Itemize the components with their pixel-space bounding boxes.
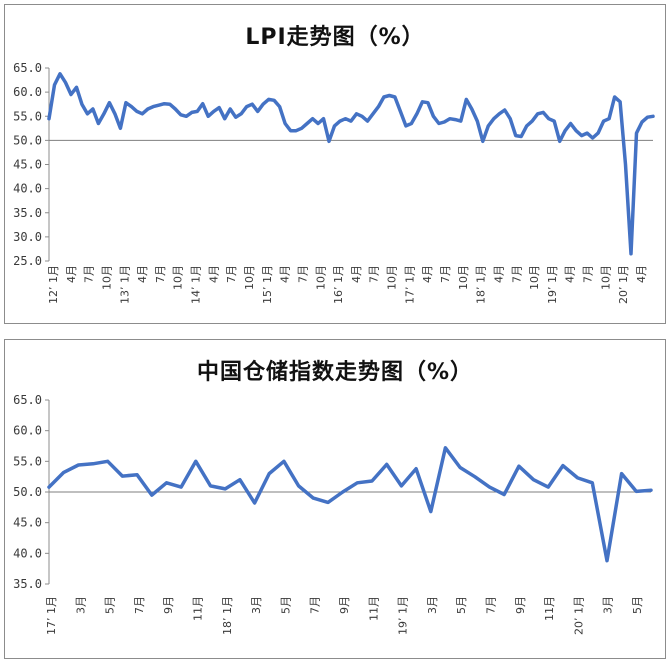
lpi-x-tick-label: 10月 [172, 265, 185, 290]
lpi-x-tick-label: 10月 [599, 265, 612, 290]
warehouse-series-line [47, 446, 653, 563]
lpi-x-tick-label: 7月 [83, 265, 96, 283]
lpi-x-tick-label: 4月 [421, 265, 434, 283]
warehouse-x-tick-label: 3月 [602, 596, 615, 614]
warehouse-index-chart-title: 中国仓储指数走势图（%） [196, 360, 474, 385]
lpi-x-tick-label: 7月 [439, 265, 452, 283]
warehouse-x-tick-label: 5月 [104, 596, 117, 614]
lpi-x-tick-label: 10月 [386, 265, 399, 290]
lpi-chart-panel: LPI走势图（%） 65.0 60.0 55.0 50.0 45.0 40.0 35.0 30… [4, 4, 666, 324]
warehouse-x-tick-label: 9月 [162, 596, 175, 614]
lpi-x-tick-label: 19’ 1月 [546, 265, 559, 304]
lpi-x-tick-label: 14’ 1月 [190, 265, 203, 304]
warehouse-y-tick-label: 40.0 [13, 546, 42, 560]
warehouse-x-tick-label: 9月 [514, 596, 527, 614]
lpi-x-tick-label: 13’ 1月 [118, 265, 131, 304]
lpi-y-tick-label: 65.0 [13, 61, 42, 75]
lpi-series-line [47, 72, 655, 256]
warehouse-y-tick-label: 65.0 [13, 393, 42, 407]
lpi-y-tick-label: 40.0 [13, 182, 42, 196]
lpi-x-tick-label: 4月 [564, 265, 577, 283]
warehouse-x-tick-label: 5月 [455, 596, 468, 614]
lpi-x-tick-label: 7月 [582, 265, 595, 283]
warehouse-x-tick-label: 5月 [279, 596, 292, 614]
lpi-x-tick-label: 4月 [207, 265, 220, 283]
lpi-x-tick-label: 4月 [65, 265, 78, 283]
lpi-chart-svg: 65.0 60.0 55.0 50.0 45.0 40.0 35.0 30.0 25.0 12’ … [13, 61, 655, 304]
lpi-chart-title: LPI走势图（%） [245, 25, 425, 50]
warehouse-x-tick-label: 3月 [74, 596, 87, 614]
lpi-x-tick-label: 15’ 1月 [261, 265, 274, 304]
warehouse-y-tick-label: 35.0 [13, 577, 42, 591]
warehouse-x-tick-label: 11月 [367, 596, 380, 621]
lpi-x-tick-label: 10月 [243, 265, 256, 290]
lpi-x-tick-label: 7月 [225, 265, 238, 283]
warehouse-index-chart-svg: 65.0 60.0 55.0 50.0 45.0 40.0 35.017’ 1月 3月 5月 7月… [13, 393, 653, 635]
lpi-x-tick-label: 16’ 1月 [332, 265, 345, 304]
lpi-y-tick-label: 50.0 [13, 133, 42, 147]
lpi-y-tick-label: 45.0 [13, 158, 42, 172]
warehouse-x-tick-label: 18’ 1月 [221, 596, 234, 635]
lpi-x-tick-label: 10月 [100, 265, 113, 290]
lpi-y-tick-label: 55.0 [13, 109, 42, 123]
warehouse-x-tick-label: 3月 [250, 596, 263, 614]
lpi-x-tick-label: 7月 [154, 265, 167, 283]
lpi-x-tick-label: 4月 [136, 265, 149, 283]
lpi-x-tick-label: 10月 [528, 265, 541, 290]
warehouse-x-tick-label: 7月 [485, 596, 498, 614]
lpi-x-tick-label: 7月 [510, 265, 523, 283]
lpi-x-tick-label: 10月 [457, 265, 470, 290]
warehouse-x-tick-label: 20’ 1月 [572, 596, 585, 635]
warehouse-x-tick-label: 11月 [192, 596, 205, 621]
warehouse-y-tick-label: 55.0 [13, 454, 42, 468]
lpi-x-tick-label: 4月 [492, 265, 505, 283]
warehouse-index-chart-panel: 中国仓储指数走势图（%） 65.0 60.0 55.0 50.0 45.0 40.0 35.… [4, 339, 666, 659]
lpi-y-tick-label: 30.0 [13, 230, 42, 244]
lpi-x-tick-label: 4月 [279, 265, 292, 283]
warehouse-y-tick-label: 45.0 [13, 516, 42, 530]
warehouse-x-tick-label: 19’ 1月 [397, 596, 410, 635]
warehouse-x-tick-label: 3月 [426, 596, 439, 614]
lpi-x-tick-label: 20’ 1月 [617, 265, 630, 304]
warehouse-x-tick-label: 17’ 1月 [45, 596, 58, 635]
lpi-x-tick-label: 7月 [296, 265, 309, 283]
lpi-y-tick-label: 60.0 [13, 85, 42, 99]
lpi-x-tick-label: 17’ 1月 [403, 265, 416, 304]
warehouse-x-tick-label: 7月 [133, 596, 146, 614]
lpi-x-tick-label: 10月 [314, 265, 327, 290]
warehouse-x-tick-label: 7月 [309, 596, 322, 614]
lpi-y-tick-label: 25.0 [13, 254, 42, 268]
lpi-x-tick-label: 12’ 1月 [47, 265, 60, 304]
lpi-x-tick-label: 18’ 1月 [475, 265, 488, 304]
warehouse-x-tick-label: 11月 [543, 596, 556, 621]
lpi-y-tick-label: 35.0 [13, 206, 42, 220]
warehouse-x-tick-label: 5月 [631, 596, 644, 614]
lpi-x-tick-label: 4月 [635, 265, 648, 283]
warehouse-y-tick-label: 50.0 [13, 485, 42, 499]
warehouse-x-tick-label: 9月 [338, 596, 351, 614]
lpi-x-tick-label: 7月 [368, 265, 381, 283]
warehouse-y-tick-label: 60.0 [13, 424, 42, 438]
lpi-x-tick-label: 4月 [350, 265, 363, 283]
